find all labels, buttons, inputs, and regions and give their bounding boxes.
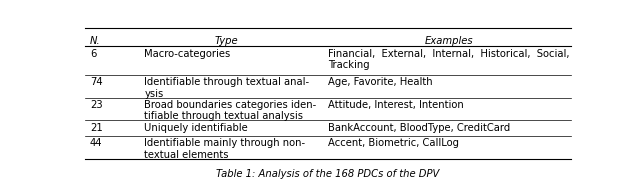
Text: Age, Favorite, Health: Age, Favorite, Health: [328, 77, 433, 87]
Text: Financial,  External,  Internal,  Historical,  Social,
Tracking: Financial, External, Internal, Historica…: [328, 48, 570, 70]
Text: Identifiable through textual anal-
ysis: Identifiable through textual anal- ysis: [145, 77, 310, 99]
Text: 74: 74: [90, 77, 102, 87]
Text: Type: Type: [214, 36, 238, 46]
Text: Uniquely identifiable: Uniquely identifiable: [145, 123, 248, 133]
Text: N.: N.: [90, 36, 100, 46]
Text: Attitude, Interest, Intention: Attitude, Interest, Intention: [328, 100, 464, 110]
Text: Macro-categories: Macro-categories: [145, 48, 231, 59]
Text: Examples: Examples: [425, 36, 474, 46]
Text: BankAccount, BloodType, CreditCard: BankAccount, BloodType, CreditCard: [328, 123, 510, 133]
Text: 23: 23: [90, 100, 102, 110]
Text: 21: 21: [90, 123, 102, 133]
Text: Identifiable mainly through non-
textual elements: Identifiable mainly through non- textual…: [145, 138, 306, 160]
Text: 6: 6: [90, 48, 96, 59]
Text: 44: 44: [90, 138, 102, 148]
Text: Accent, Biometric, CallLog: Accent, Biometric, CallLog: [328, 138, 459, 148]
Text: Broad boundaries categories iden-
tifiable through textual analysis: Broad boundaries categories iden- tifiab…: [145, 100, 317, 121]
Text: Table 1: Analysis of the 168 PDCs of the DPV: Table 1: Analysis of the 168 PDCs of the…: [216, 169, 440, 179]
